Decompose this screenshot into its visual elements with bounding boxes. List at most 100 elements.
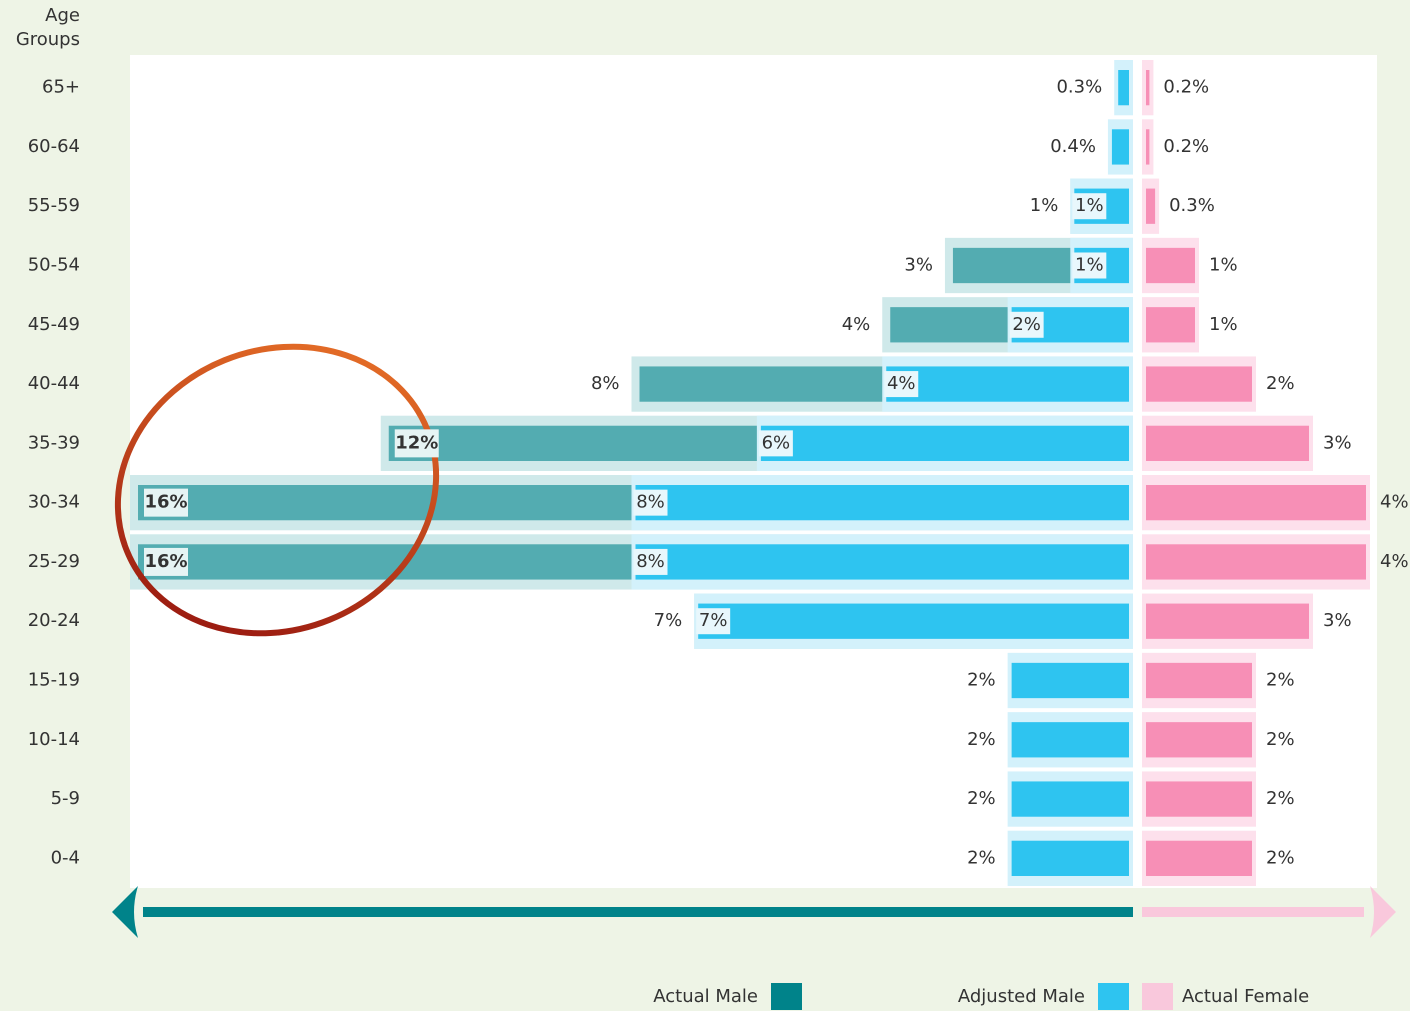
y-tick-label: 10-14 [28,729,80,750]
value-label: 2% [1266,788,1295,809]
label-box [633,548,668,575]
value-label: 4% [1380,551,1409,572]
value-label: 1% [1075,255,1104,276]
bar [1146,781,1252,817]
bar [1146,70,1150,106]
label-box [884,371,919,398]
value-label: 6% [762,432,791,453]
bar [1146,307,1195,343]
bar [1146,188,1156,224]
bar [635,544,1129,580]
male-arrow [112,886,138,938]
bar [1146,425,1309,461]
highlight-ring [114,343,440,637]
value-label: 2% [967,788,996,809]
bar [1011,781,1129,817]
bar [1146,366,1252,402]
female-arrow [1370,886,1396,938]
bar [1146,662,1252,699]
value-label: 2% [967,670,996,691]
label-box [144,488,188,517]
legend-label: Actual Female [1182,986,1309,1007]
value-label: 2% [1266,373,1295,394]
bar [886,366,1129,402]
bar [1146,603,1309,639]
value-label: 8% [636,492,665,513]
value-label: 2% [1266,670,1295,691]
value-label: 3% [1323,432,1352,453]
y-tick-label: 30-34 [28,492,80,513]
bar [1011,840,1129,876]
bar [1111,129,1129,165]
bar [635,485,1129,521]
y-tick-label: 0-4 [51,847,80,868]
y-tick-label: 15-19 [28,670,80,691]
value-label: 8% [591,373,620,394]
value-label: 2% [967,729,996,750]
value-label: 12% [395,432,438,453]
label-box [1072,193,1107,220]
y-tick-label: 55-59 [28,195,80,216]
value-label: 4% [842,314,871,335]
value-label: 7% [699,610,728,631]
bar [760,425,1129,461]
label-box [1009,311,1044,338]
y-axis-title: Age Groups [15,5,80,50]
label-box [758,430,793,457]
y-tick-label: 50-54 [28,255,80,276]
value-label: 8% [636,551,665,572]
bar [1146,544,1366,580]
legend-swatch [771,983,802,1010]
value-label: 1% [1075,195,1104,216]
bar [1146,722,1252,758]
legend-swatch [1142,983,1173,1010]
y-tick-label: 35-39 [28,432,80,453]
legend-label: Adjusted Male [958,986,1085,1007]
value-label: 1% [1209,255,1238,276]
value-label: 3% [904,255,933,276]
y-tick-label: 65+ [42,77,80,98]
value-label: 16% [144,492,187,513]
value-label: 1% [1209,314,1238,335]
value-label: 0.3% [1169,195,1215,216]
label-box [633,489,668,516]
female-axis-band [1142,907,1364,917]
value-label: 0.2% [1163,77,1209,98]
value-label: 3% [1323,610,1352,631]
label-box [394,429,439,458]
label-box [144,547,188,576]
y-tick-label: 25-29 [28,551,80,572]
bar [1011,662,1129,699]
bar [1146,485,1366,521]
y-tick-label: 60-64 [28,136,80,157]
bar [1118,70,1129,106]
bar [1146,129,1150,165]
value-label: 16% [144,551,187,572]
value-label: 4% [1380,492,1409,513]
legend-label: Actual Male [653,986,758,1007]
legend-swatch [1098,983,1129,1010]
value-label: 2% [1012,314,1041,335]
y-tick-label: 45-49 [28,314,80,335]
bar [698,603,1129,639]
male-axis-band [143,907,1133,917]
y-tick-label: 40-44 [28,373,80,394]
value-label: 1% [1030,195,1059,216]
label-box [1072,252,1107,279]
value-label: 2% [1266,729,1295,750]
value-label: 2% [967,847,996,868]
value-label: 0.3% [1056,77,1102,98]
bar [1146,247,1195,284]
value-label: 4% [887,373,916,394]
label-box [696,608,731,635]
value-label: 7% [654,610,683,631]
bar [1011,722,1129,758]
value-label: 0.4% [1050,136,1096,157]
value-label: 2% [1266,847,1295,868]
bar [1146,840,1252,876]
y-tick-label: 20-24 [28,610,80,631]
y-tick-label: 5-9 [51,788,80,809]
value-label: 0.2% [1163,136,1209,157]
